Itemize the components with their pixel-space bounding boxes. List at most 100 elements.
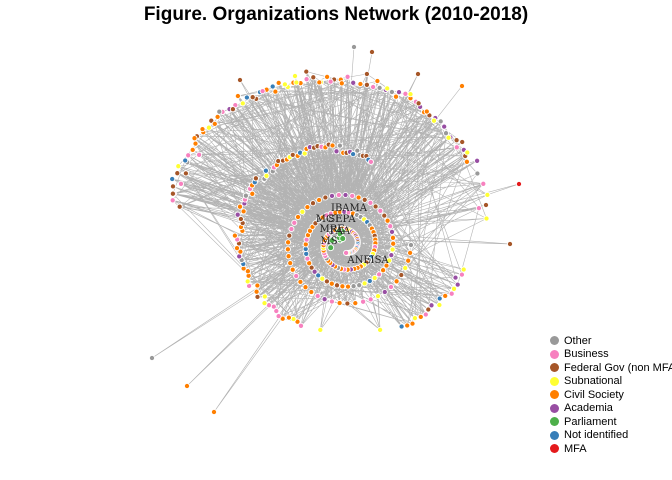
network-node <box>336 299 343 307</box>
legend-swatch <box>550 349 559 359</box>
network-node <box>229 106 236 113</box>
network-node <box>273 307 280 315</box>
legend-item: Civil Society <box>548 388 672 402</box>
network-node <box>196 151 203 158</box>
network-node <box>398 271 405 279</box>
network-node <box>182 157 189 164</box>
network-node <box>289 151 296 158</box>
legend-label: Other <box>564 334 592 347</box>
network-node <box>407 249 414 256</box>
network-node <box>388 228 396 235</box>
network-node <box>287 260 294 267</box>
legend-swatch <box>550 336 559 346</box>
network-node <box>398 323 405 330</box>
node-label: MRE <box>319 224 344 235</box>
network-node <box>392 93 400 100</box>
network-node <box>189 146 196 153</box>
network-node <box>383 262 390 269</box>
network-node <box>254 282 261 289</box>
network-node <box>285 253 292 260</box>
network-node <box>240 208 247 215</box>
network-node <box>244 278 251 285</box>
network-node <box>417 313 424 320</box>
network-node <box>458 82 466 90</box>
network-node <box>436 301 443 309</box>
network-node <box>402 264 409 272</box>
legend-swatch <box>550 363 559 373</box>
network-node <box>372 203 379 210</box>
figure-title: Figure. Organizations Network (2010-2018… <box>143 4 529 25</box>
network-node <box>367 296 374 303</box>
network-node <box>407 91 414 98</box>
network-node <box>316 79 323 86</box>
network-node <box>415 100 422 107</box>
legend-swatch <box>550 376 559 386</box>
network-node <box>453 137 460 144</box>
network-node <box>367 158 374 165</box>
network-node <box>463 158 470 165</box>
legend-label: Academia <box>564 402 613 415</box>
network-node <box>474 157 481 164</box>
legend-label: Parliament <box>564 415 617 428</box>
network-node <box>323 278 330 285</box>
legend-swatch <box>550 390 559 400</box>
legend-swatch <box>550 417 559 427</box>
network-node <box>344 73 351 80</box>
network-node <box>210 408 218 416</box>
network-node <box>474 170 481 177</box>
network-node <box>442 292 449 299</box>
network-node <box>216 108 223 115</box>
network-node <box>363 70 370 78</box>
legend-label: Subnational <box>564 375 623 388</box>
network-node <box>310 74 317 81</box>
network-node <box>259 88 266 95</box>
network-node <box>191 135 198 142</box>
network-node <box>480 180 487 187</box>
network-node <box>253 288 260 295</box>
network-node <box>339 235 347 243</box>
network-node <box>231 232 238 239</box>
network-node <box>374 293 382 300</box>
node-label: IBAMA <box>331 203 368 214</box>
network-node <box>286 232 293 239</box>
legend-swatch <box>550 444 559 454</box>
network-node <box>360 298 367 305</box>
legend-swatch <box>550 430 559 440</box>
network-node <box>237 215 244 223</box>
network-node <box>174 170 181 177</box>
network-node <box>288 225 295 233</box>
network-node <box>414 70 422 78</box>
network-node <box>329 142 336 149</box>
network-node <box>285 239 292 246</box>
network-node <box>281 81 288 88</box>
network-node <box>176 203 183 210</box>
network-node <box>324 73 331 80</box>
network-node <box>483 215 490 222</box>
network-node <box>350 79 357 86</box>
network-node <box>445 134 452 141</box>
network-node <box>328 280 335 287</box>
network-node <box>192 140 199 147</box>
legend-label: MFA <box>564 442 587 455</box>
network-node <box>169 183 177 190</box>
network-node <box>234 92 241 100</box>
network-node <box>316 196 323 204</box>
network-node <box>484 191 491 198</box>
network-node <box>311 268 318 275</box>
network-node <box>294 213 302 221</box>
network-node <box>327 244 335 252</box>
network-node <box>377 326 384 333</box>
network-node <box>386 257 393 264</box>
network-node <box>169 197 176 204</box>
network-node <box>349 192 356 199</box>
network-node <box>363 81 370 88</box>
network-node <box>436 295 443 302</box>
network-node <box>475 205 482 212</box>
network-node <box>234 211 241 218</box>
network-node <box>333 148 340 155</box>
network-node <box>384 217 391 224</box>
network-node <box>344 283 352 290</box>
network-node <box>289 266 296 273</box>
network-node <box>350 43 358 51</box>
